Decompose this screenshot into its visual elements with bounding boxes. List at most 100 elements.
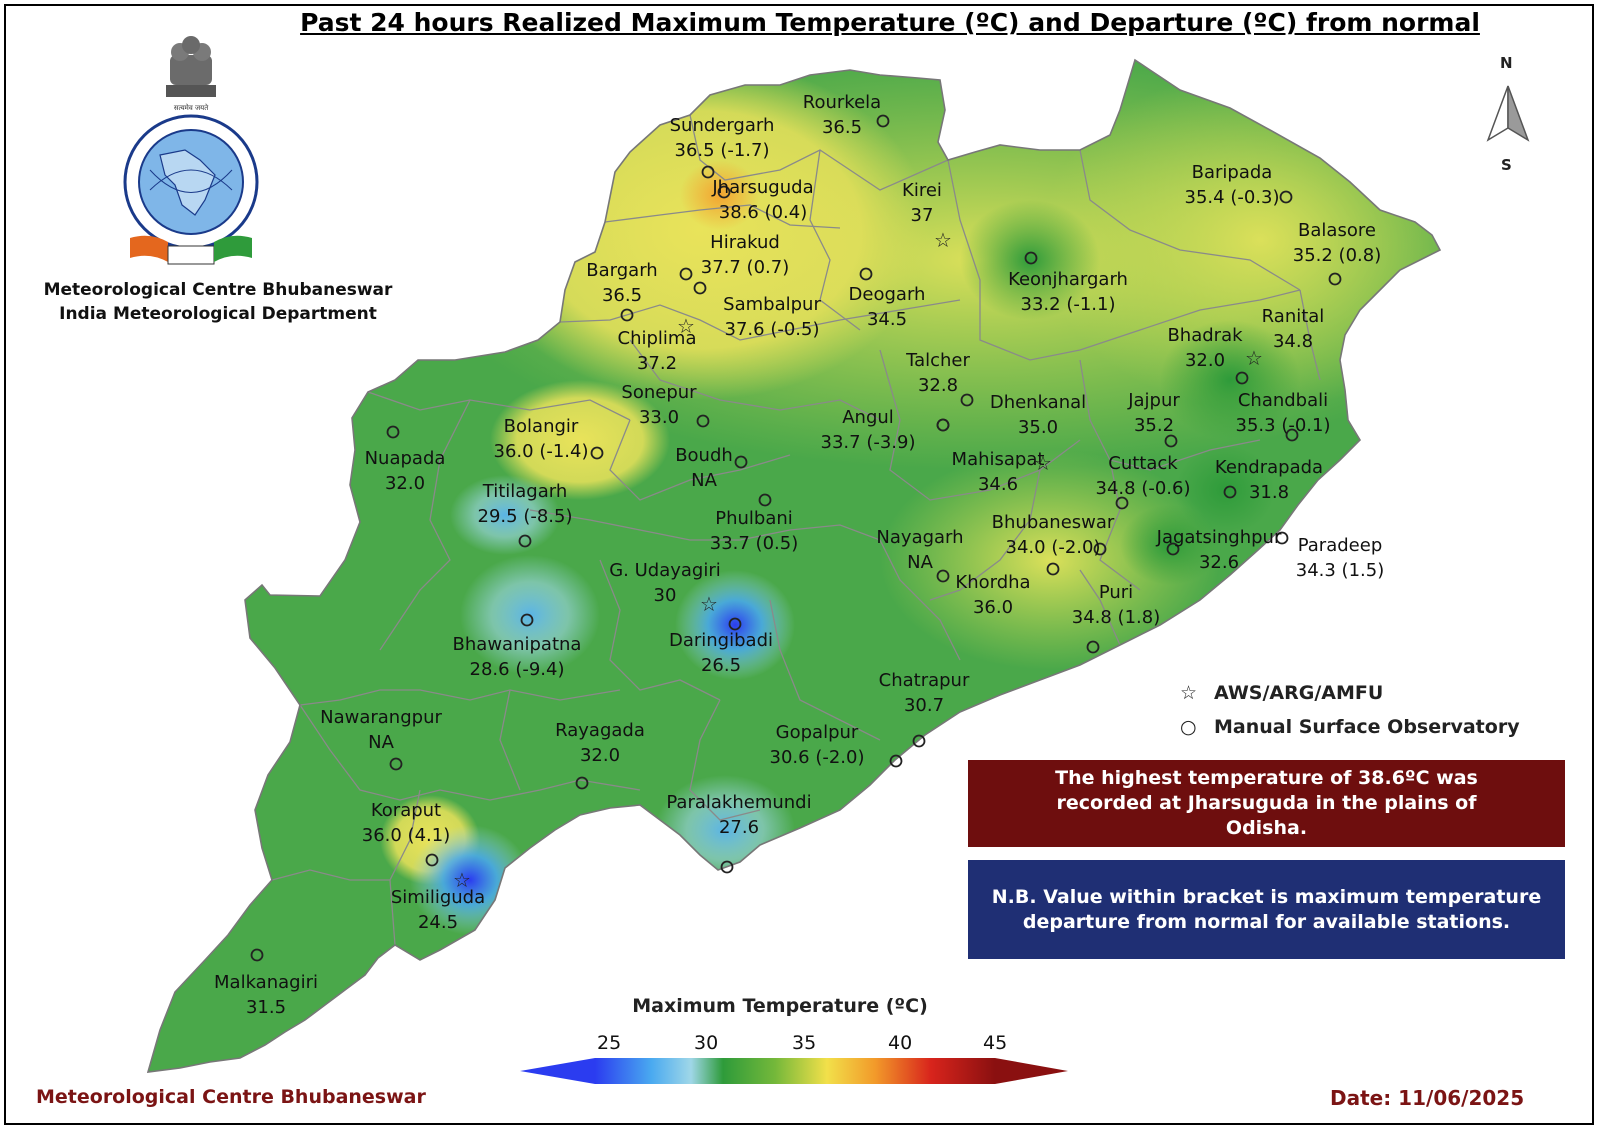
imd-logo: सत्यमेव जयते bbox=[123, 36, 259, 265]
compass-north-label: N bbox=[1500, 54, 1513, 72]
station-value: 30.6 (-2.0) bbox=[769, 747, 865, 768]
station-name: Boudh bbox=[675, 445, 733, 466]
station-value: 24.5 bbox=[417, 912, 459, 933]
station-name: Bhawanipatna bbox=[452, 634, 582, 655]
station-value: 33.2 (-1.1) bbox=[1020, 294, 1116, 315]
station-name: Rayagada bbox=[555, 720, 645, 741]
station-label: Sonepur 33.0 bbox=[569, 380, 749, 430]
station-name: Jagatsinghpur bbox=[1156, 527, 1282, 548]
station-label: Chandbali 35.3 (-0.1) bbox=[1193, 388, 1373, 438]
station-value: 33.7 (-3.9) bbox=[820, 432, 916, 453]
compass-south-label: S bbox=[1501, 156, 1512, 174]
station-name: Paralakhemundi bbox=[666, 792, 812, 813]
station-name: Sonepur bbox=[621, 382, 697, 403]
station-label: Bargarh 36.5 bbox=[532, 258, 712, 308]
station-value: 26.5 bbox=[700, 655, 742, 676]
station-label: Jharsuguda 38.6 (0.4) bbox=[673, 175, 853, 225]
manual-observatory-icon bbox=[1115, 496, 1129, 510]
manual-observatory-icon bbox=[696, 414, 710, 428]
manual-observatory-icon bbox=[1024, 251, 1038, 265]
station-label: Rourkela 36.5 bbox=[752, 90, 932, 140]
manual-observatory-icon bbox=[389, 757, 403, 771]
station-label: Keonjhargarh 33.2 (-1.1) bbox=[978, 267, 1158, 317]
manual-observatory-icon bbox=[758, 493, 772, 507]
manual-observatory-icon bbox=[1279, 190, 1293, 204]
legend-aws-label: AWS/ARG/AMFU bbox=[1214, 682, 1384, 704]
station-name: Sambalpur bbox=[723, 294, 821, 315]
station-value: NA bbox=[907, 552, 933, 573]
station-label: Boudh NA bbox=[614, 443, 794, 493]
manual-observatory-icon bbox=[590, 446, 604, 460]
colorbar-tick-label: 25 bbox=[597, 1032, 622, 1054]
station-label: Gopalpur 30.6 (-2.0) bbox=[727, 720, 907, 770]
station-value: 31.5 bbox=[245, 997, 287, 1018]
station-value: 35.3 (-0.1) bbox=[1235, 415, 1331, 436]
station-value: NA bbox=[691, 470, 717, 491]
manual-observatory-icon bbox=[717, 185, 731, 199]
station-value: 33.7 (0.5) bbox=[709, 533, 799, 554]
station-value: 34.3 (1.5) bbox=[1295, 560, 1385, 581]
station-name: G. Udayagiri bbox=[609, 560, 721, 581]
station-value: 34.0 (-2.0) bbox=[1005, 537, 1101, 558]
aws-star-icon: ☆ bbox=[934, 228, 952, 252]
colorbar-tick-label: 40 bbox=[888, 1032, 913, 1054]
manual-observatory-icon bbox=[518, 534, 532, 548]
station-value: 35.0 bbox=[1017, 417, 1059, 438]
manual-observatory-icon bbox=[876, 114, 890, 128]
manual-observatory-icon bbox=[1235, 371, 1249, 385]
aws-star-icon: ☆ bbox=[677, 314, 695, 338]
station-name: Nawarangpur bbox=[320, 707, 442, 728]
station-name: Chatrapur bbox=[878, 670, 970, 691]
logo-ribbon bbox=[130, 235, 252, 265]
aws-star-icon: ☆ bbox=[1034, 451, 1052, 475]
station-name: Malkanagiri bbox=[214, 972, 318, 993]
station-label: G. Udayagiri 30 bbox=[575, 558, 755, 608]
station-name: Sundergarh bbox=[669, 115, 775, 136]
station-name: Bolangir bbox=[503, 416, 579, 437]
station-value: 36.0 (4.1) bbox=[361, 825, 451, 846]
ashoka-emblem-icon: सत्यमेव जयते bbox=[166, 36, 216, 112]
station-name: Dhenkanal bbox=[989, 392, 1087, 413]
manual-observatory-icon bbox=[620, 308, 634, 322]
station-name: Angul bbox=[842, 407, 894, 428]
star-icon: ☆ bbox=[1180, 682, 1198, 704]
station-name: Paradeep bbox=[1297, 535, 1383, 556]
manual-observatory-icon bbox=[728, 617, 742, 631]
station-label: Phulbani 33.7 (0.5) bbox=[664, 506, 844, 556]
station-name: Deogarh bbox=[848, 284, 926, 305]
manual-observatory-icon bbox=[1086, 640, 1100, 654]
aws-star-icon: ☆ bbox=[453, 868, 471, 892]
station-label: Jagatsinghpur 32.6 bbox=[1129, 525, 1309, 575]
manual-observatory-icon bbox=[701, 165, 715, 179]
station-value: 32.0 bbox=[1184, 350, 1226, 371]
station-value: 29.5 (-8.5) bbox=[477, 506, 573, 527]
compass-arrow-icon bbox=[1486, 85, 1530, 142]
station-name: Kirei bbox=[902, 180, 942, 201]
station-label: Titilagarh 29.5 (-8.5) bbox=[435, 479, 615, 529]
station-label: Rayagada 32.0 bbox=[510, 718, 690, 768]
station-value: 32.0 bbox=[579, 745, 621, 766]
station-label: Khordha 36.0 bbox=[903, 570, 1083, 620]
station-name: Khordha bbox=[955, 572, 1031, 593]
station-name: Titilagarh bbox=[482, 481, 568, 502]
station-value: 36.5 (-1.7) bbox=[674, 140, 770, 161]
station-name: Talcher bbox=[906, 350, 970, 371]
station-name: Chiplima bbox=[617, 328, 697, 349]
colorbar-tick-label: 35 bbox=[792, 1032, 817, 1054]
manual-observatory-icon bbox=[1164, 434, 1178, 448]
manual-observatory-icon bbox=[889, 754, 903, 768]
station-label: Angul 33.7 (-3.9) bbox=[778, 405, 958, 455]
manual-observatory-icon bbox=[1285, 428, 1299, 442]
station-label: Mahisapat 34.6 bbox=[908, 447, 1088, 497]
station-label: Dhenkanal 35.0 bbox=[948, 390, 1128, 440]
station-name: Koraput bbox=[370, 800, 442, 821]
circle-icon: ○ bbox=[1180, 716, 1197, 738]
colorbar-left-arrow bbox=[520, 1058, 595, 1084]
station-label: Hirakud 37.7 (0.7) bbox=[655, 230, 835, 280]
emblem-motto: सत्यमेव जयते bbox=[174, 103, 209, 112]
station-value: 36.5 bbox=[821, 117, 863, 138]
org-name-line1: Meteorological Centre Bhubaneswar bbox=[43, 280, 393, 300]
org-name-line2: India Meteorological Department bbox=[59, 304, 377, 324]
manual-observatory-icon bbox=[1328, 272, 1342, 286]
